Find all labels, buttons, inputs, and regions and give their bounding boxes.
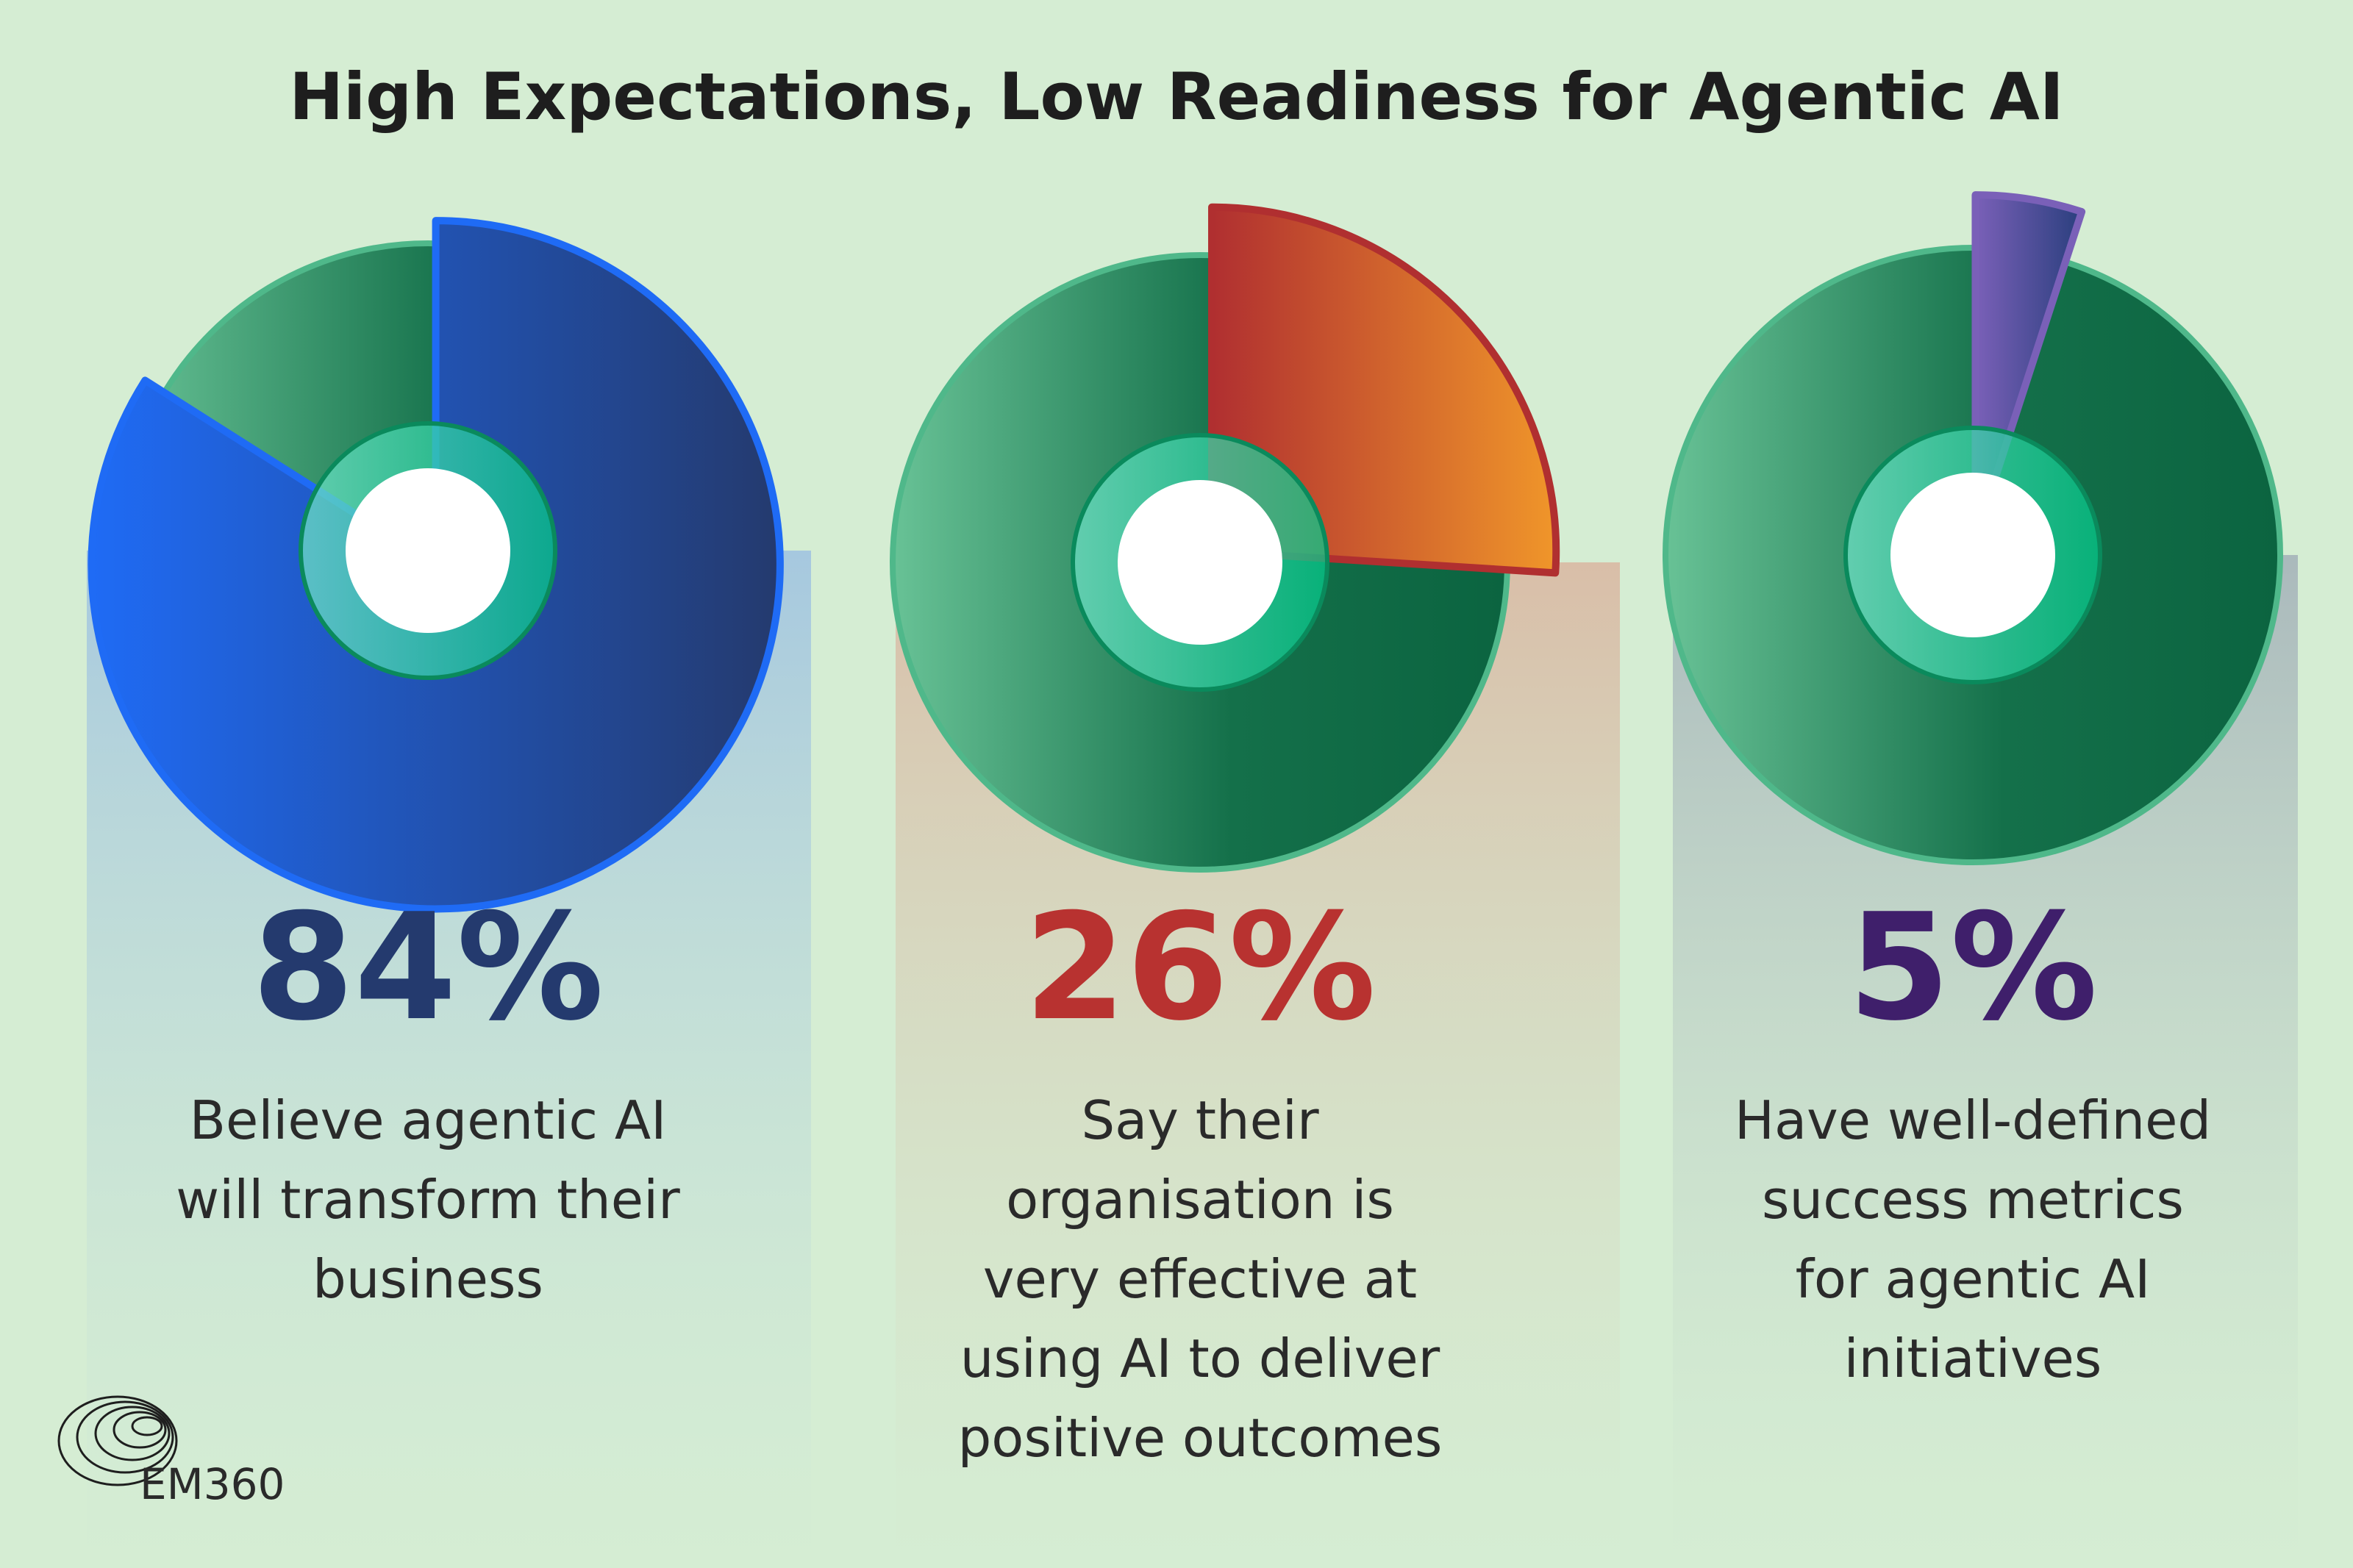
hole (1118, 480, 1282, 645)
hole (346, 468, 510, 633)
title: High Expectations, Low Readiness for Age… (289, 59, 2064, 135)
logo: EM360 (140, 1459, 285, 1509)
logo-icon (57, 1395, 178, 1486)
caption: Say their organisation is very effective… (957, 1089, 1443, 1469)
value-label: 84% (251, 882, 604, 1053)
value-label: 26% (1024, 882, 1377, 1053)
caption: Believe agentic AI will transform their … (176, 1089, 680, 1310)
value-label: 5% (1848, 882, 2098, 1053)
hole (1890, 473, 2055, 637)
caption: Have well-defined success metrics for ag… (1734, 1089, 2212, 1389)
